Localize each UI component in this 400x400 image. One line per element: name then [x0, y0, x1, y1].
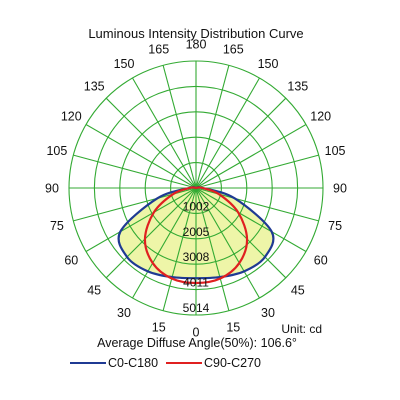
angle-label: 75 [328, 219, 342, 233]
angle-label: 105 [46, 144, 67, 158]
angle-label: 90 [333, 182, 347, 196]
grid-spoke [195, 187, 287, 279]
legend-label-c90: C90-C270 [204, 356, 261, 370]
average-diffuse-angle: Average Diffuse Angle(50%): 106.6° [97, 336, 297, 350]
angle-label: 15 [226, 321, 240, 335]
grid-spoke [195, 77, 260, 189]
grid-spoke [105, 187, 197, 279]
angle-label: 150 [258, 57, 279, 71]
grid-spoke [85, 187, 197, 252]
angle-label: 45 [291, 283, 305, 297]
angle-label: 60 [64, 254, 78, 268]
chart-title: Luminous Intensity Distribution Curve [88, 26, 304, 41]
legend-item-c0: C0-C180 [70, 356, 158, 370]
ring-value-label: 3008 [183, 250, 210, 264]
angle-label: 165 [223, 42, 244, 56]
grid-spoke [105, 97, 197, 189]
ring-value-label: 4011 [183, 276, 209, 290]
grid-spoke [162, 65, 197, 189]
grid-spoke [195, 187, 307, 252]
grid-spoke [195, 154, 319, 189]
angle-label: 180 [186, 38, 207, 52]
grid-spoke [132, 187, 197, 299]
legend-label-c0: C0-C180 [108, 356, 159, 370]
grid-spoke [132, 77, 197, 189]
grid-spoke [73, 154, 197, 189]
grid-spoke [195, 187, 230, 311]
series-c90-c270-curve [143, 186, 249, 285]
angle-label: 135 [287, 80, 308, 94]
angle-label: 105 [325, 144, 346, 158]
angle-label: 120 [61, 110, 82, 124]
grid-spoke [162, 187, 197, 311]
angle-label: 15 [152, 321, 166, 335]
angle-label: 30 [117, 306, 131, 320]
grid-spoke [195, 65, 230, 189]
legend-line-c0 [70, 362, 106, 364]
grid-spoke [195, 124, 307, 189]
angle-label: 60 [314, 254, 328, 268]
angle-label: 75 [50, 219, 64, 233]
angle-label: 30 [261, 306, 275, 320]
angle-label: 165 [148, 42, 169, 56]
angle-label: 90 [45, 182, 59, 196]
angle-label: 120 [310, 110, 331, 124]
grid-spoke [195, 97, 287, 189]
legend-item-c90: C90-C270 [166, 356, 261, 370]
angle-label: 150 [114, 57, 135, 71]
ring-value-label: 2005 [183, 225, 210, 239]
ring-value-label: 5014 [183, 301, 210, 315]
grid-spoke [195, 187, 260, 299]
angle-label: 135 [84, 80, 105, 94]
angle-label: 0 [193, 326, 200, 340]
grid-spoke [85, 124, 197, 189]
angle-label: 45 [87, 283, 101, 297]
unit-label: Unit: cd [281, 322, 322, 336]
ring-value-label: 1002 [183, 199, 210, 213]
legend-line-c90 [166, 362, 202, 364]
